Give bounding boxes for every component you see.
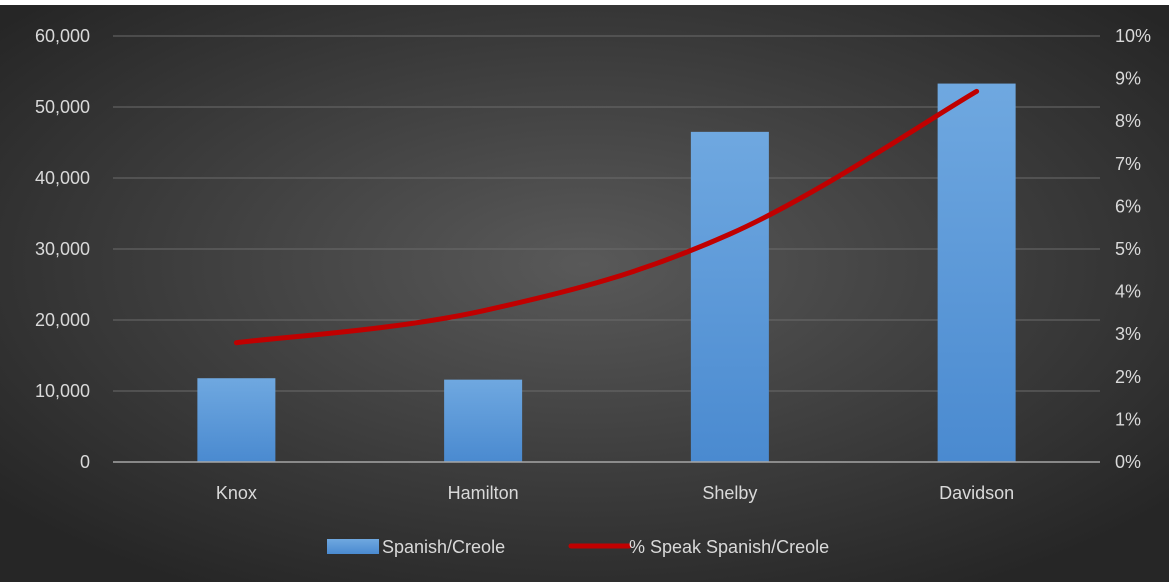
right-tick-label: 0% bbox=[1115, 452, 1141, 472]
legend-label-line: % Speak Spanish/Creole bbox=[629, 537, 829, 557]
category-label: Hamilton bbox=[448, 483, 519, 503]
right-tick-label: 3% bbox=[1115, 324, 1141, 344]
left-tick-label: 40,000 bbox=[35, 168, 90, 188]
gridlines bbox=[113, 35, 1100, 392]
left-tick-label: 60,000 bbox=[35, 26, 90, 46]
left-tick-label: 30,000 bbox=[35, 239, 90, 259]
left-axis-tick-labels: 0 10,000 20,000 30,000 40,000 50,000 60,000 bbox=[35, 26, 90, 472]
right-tick-label: 4% bbox=[1115, 282, 1141, 302]
right-tick-label: 1% bbox=[1115, 409, 1141, 429]
legend: Spanish/Creole % Speak Spanish/Creole bbox=[327, 537, 829, 557]
right-tick-label: 10% bbox=[1115, 26, 1151, 46]
category-label: Knox bbox=[216, 483, 257, 503]
category-labels: Knox Hamilton Shelby Davidson bbox=[216, 483, 1014, 503]
left-tick-label: 50,000 bbox=[35, 97, 90, 117]
category-label: Davidson bbox=[939, 483, 1014, 503]
bar bbox=[197, 378, 276, 462]
series-line bbox=[233, 88, 980, 346]
right-tick-label: 9% bbox=[1115, 69, 1141, 89]
right-tick-label: 7% bbox=[1115, 154, 1141, 174]
category-label: Shelby bbox=[702, 483, 757, 503]
bar-series bbox=[197, 83, 1016, 462]
legend-label-bars: Spanish/Creole bbox=[382, 537, 505, 557]
left-tick-label: 10,000 bbox=[35, 381, 90, 401]
bar bbox=[444, 379, 523, 462]
legend-bar-swatch bbox=[327, 539, 379, 554]
left-tick-label: 0 bbox=[80, 452, 90, 472]
line-series bbox=[233, 88, 980, 346]
right-tick-label: 5% bbox=[1115, 239, 1141, 259]
right-tick-label: 6% bbox=[1115, 196, 1141, 216]
left-tick-label: 20,000 bbox=[35, 310, 90, 330]
bar bbox=[937, 83, 1016, 462]
bar bbox=[690, 131, 769, 462]
right-tick-label: 2% bbox=[1115, 367, 1141, 387]
right-axis-tick-labels: 0% 1% 2% 3% 4% 5% 6% 7% 8% 9% 10% bbox=[1115, 26, 1151, 472]
right-tick-label: 8% bbox=[1115, 111, 1141, 131]
top-border-strip bbox=[0, 0, 1169, 5]
